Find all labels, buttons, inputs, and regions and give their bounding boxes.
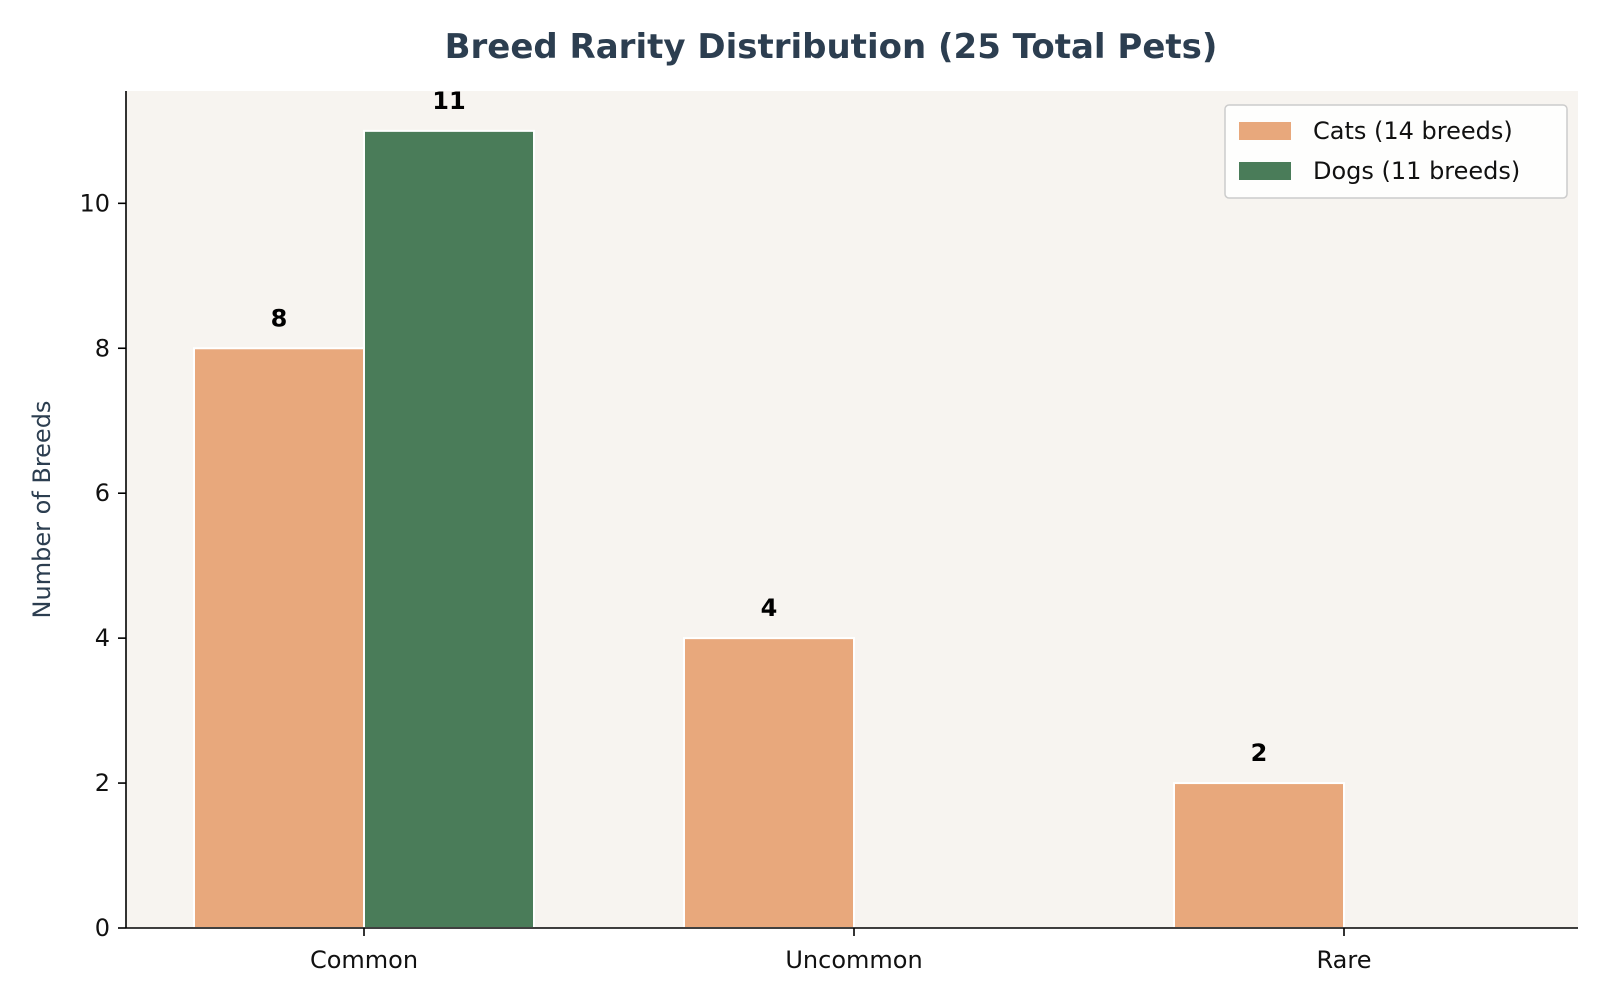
chart-title: Breed Rarity Distribution (25 Total Pets… (445, 27, 1218, 67)
data-label-common-cats: 8 (271, 304, 288, 332)
data-label-uncommon-cats: 4 (761, 594, 778, 622)
y-axis-label: Number of Breeds (28, 401, 56, 619)
bars-group (193, 129, 1345, 930)
y-tick-label: 4 (95, 624, 110, 652)
y-tick-label: 2 (95, 769, 110, 797)
y-tick-label: 0 (95, 914, 110, 942)
y-tick-label: 6 (95, 479, 110, 507)
bar-common-dogs (363, 129, 535, 930)
bar-rare-cats (1173, 782, 1345, 929)
legend-label-dogs: Dogs (11 breeds) (1313, 157, 1520, 185)
data-labels-group: 8 4 2 11 (271, 87, 1268, 767)
x-tick-label-common: Common (310, 946, 418, 974)
x-tick-label-rare: Rare (1317, 946, 1372, 974)
x-tick-label-uncommon: Uncommon (785, 946, 922, 974)
data-label-common-dogs: 11 (432, 87, 465, 115)
legend-swatch-dogs (1239, 162, 1291, 180)
legend-swatch-cats (1239, 122, 1291, 140)
x-ticks-group: Common Uncommon Rare (310, 928, 1372, 974)
legend-label-cats: Cats (14 breeds) (1313, 117, 1513, 145)
y-tick-label: 10 (79, 189, 110, 217)
bar-uncommon-cats (683, 637, 855, 929)
legend-box (1224, 104, 1568, 199)
y-tick-label: 8 (95, 334, 110, 362)
bar-common-cats (193, 347, 365, 929)
data-label-rare-cats: 2 (1251, 739, 1268, 767)
y-ticks-group: 0 2 4 6 8 10 (79, 189, 126, 942)
legend: Cats (14 breeds) Dogs (11 breeds) (1224, 104, 1568, 199)
